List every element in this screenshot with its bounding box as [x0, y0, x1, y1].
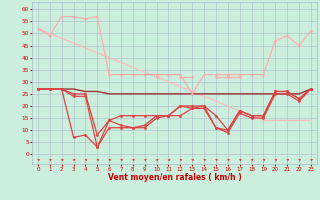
X-axis label: Vent moyen/en rafales ( km/h ): Vent moyen/en rafales ( km/h ): [108, 173, 241, 182]
